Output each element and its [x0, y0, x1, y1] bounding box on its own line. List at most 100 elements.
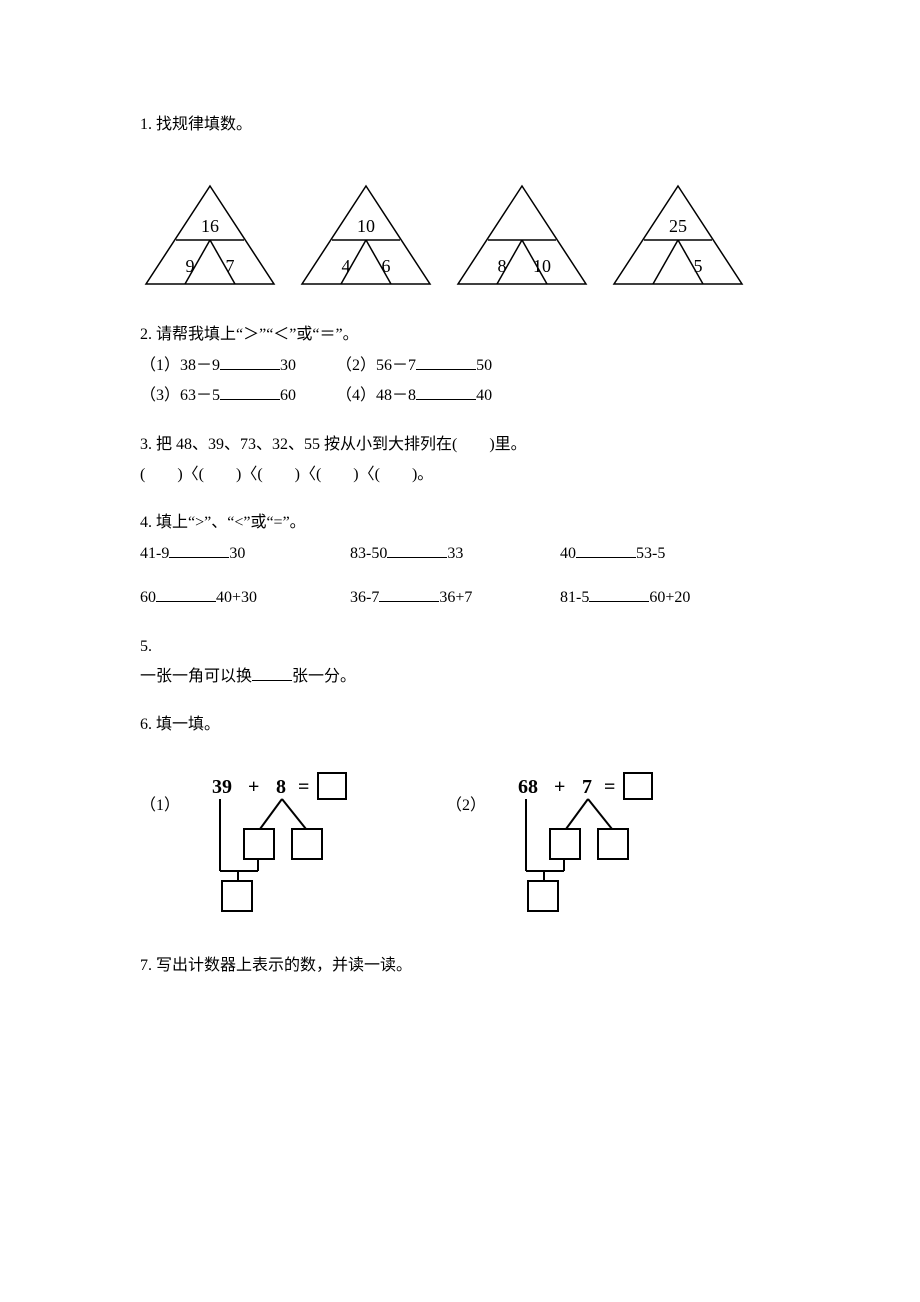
t2-right: 6 — [382, 256, 391, 276]
q5-line: 一张一角可以换 张一分。 — [140, 662, 780, 692]
q4-r2c1-blank[interactable] — [156, 585, 216, 602]
q6-2-ansbox[interactable] — [624, 773, 652, 799]
q4-r1c1: 41-9 30 — [140, 539, 350, 569]
q5-blank[interactable] — [252, 664, 292, 681]
q2-4-blank[interactable] — [416, 383, 476, 400]
triangle-2: 10 4 6 — [296, 180, 436, 290]
q2-1-idx: （1） — [140, 357, 180, 374]
q2-3-rhs: 60 — [280, 387, 296, 404]
t4-top: 25 — [669, 216, 687, 236]
q6-2-diagram: 68 + 7 = — [492, 771, 682, 921]
q6-1-a: 39 — [212, 776, 232, 798]
t2-top: 10 — [357, 216, 375, 236]
q2-2-blank[interactable] — [416, 353, 476, 370]
q2-1-blank[interactable] — [220, 353, 280, 370]
q6-2-box-left[interactable] — [550, 829, 580, 859]
q2-1-lhs: 38－9 — [180, 357, 220, 374]
q4-r2c3-blank[interactable] — [589, 585, 649, 602]
q6-1-ansbox[interactable] — [318, 773, 346, 799]
q5: 5. 一张一角可以换 张一分。 — [140, 632, 780, 693]
q2-4-lhs: 48－8 — [376, 387, 416, 404]
t3-right: 10 — [533, 256, 551, 276]
q2-item-3: （3）63－560 — [140, 381, 296, 411]
q6: 6. 填一填。 （1） 39 + 8 = — [140, 710, 780, 920]
t3-left: 8 — [498, 256, 507, 276]
q2-3-blank[interactable] — [220, 383, 280, 400]
q4-r1c2-blank[interactable] — [387, 541, 447, 558]
q2-1-rhs: 30 — [280, 357, 296, 374]
t1-left: 9 — [186, 256, 195, 276]
q6-1-op: + — [248, 776, 259, 798]
q2-item-2: （2）56－750 — [336, 351, 492, 381]
q6-2-a: 68 — [518, 776, 538, 798]
worksheet-page: 1. 找规律填数。 16 9 7 — [0, 0, 920, 1079]
q4-r1c2-rhs: 33 — [447, 545, 463, 562]
q6-1-diagram: 39 + 8 = — [186, 771, 376, 921]
triangle-4: 25 5 — [608, 180, 748, 290]
q2-item-1: （1）38－9 30 — [140, 351, 296, 381]
q6-2-idx: （2） — [446, 791, 486, 821]
q4-r2c2-lhs: 36-7 — [350, 589, 379, 606]
q6-2-op: + — [554, 776, 565, 798]
q4-r2c3-rhs: 60+20 — [649, 589, 690, 606]
q7: 7. 写出计数器上表示的数，并读一读。 — [140, 951, 780, 981]
q4-r2c3-lhs: 81-5 — [560, 589, 589, 606]
t2-left: 4 — [342, 256, 351, 276]
q4-r1c3-lhs: 40 — [560, 545, 576, 562]
q6-item-1: （1） 39 + 8 = — [140, 771, 376, 921]
q2-row1: （1）38－930 （2）56－750 — [140, 351, 780, 381]
q6-2-box-bottom[interactable] — [528, 881, 558, 911]
q7-title: 7. 写出计数器上表示的数，并读一读。 — [140, 951, 780, 981]
t1-right: 7 — [226, 256, 235, 276]
q2-4-rhs: 40 — [476, 387, 492, 404]
q4-r2c3: 81-5 60+20 — [560, 583, 770, 613]
q6-2-b: 7 — [582, 776, 592, 798]
q5-text-b: 张一分。 — [292, 668, 356, 685]
q4-r1c1-lhs: 41-9 — [140, 545, 169, 562]
q4-r2c2-blank[interactable] — [379, 585, 439, 602]
q4-r2c1: 60 40+30 — [140, 583, 350, 613]
q4-r1c1-rhs: 30 — [229, 545, 245, 562]
q6-row: （1） 39 + 8 = — [140, 771, 780, 921]
q2-2-rhs: 50 — [476, 357, 492, 374]
q1-triangles: 16 9 7 10 4 6 — [140, 180, 780, 290]
q6-title: 6. 填一填。 — [140, 710, 780, 740]
q3: 3. 把 48、39、73、32、55 按从小到大排列在( )里。 ( )〈( … — [140, 430, 780, 491]
triangle-1: 16 9 7 — [140, 180, 280, 290]
q4-r1c3-rhs: 53-5 — [636, 545, 665, 562]
q2-4-idx: （4） — [336, 387, 376, 404]
q3-line: ( )〈( )〈( )〈( )〈( )。 — [140, 460, 780, 490]
q2-item-4: （4）48－8 40 — [336, 381, 492, 411]
t4-right: 5 — [694, 256, 703, 276]
q4-r2c2-rhs: 36+7 — [439, 589, 472, 606]
q6-1-b: 8 — [276, 776, 286, 798]
t1-top: 16 — [201, 216, 219, 236]
q6-2-box-right[interactable] — [598, 829, 628, 859]
q2: 2. 请帮我填上“＞”“＜”或“＝”。 （1）38－930 （2）56－750 … — [140, 320, 780, 411]
q4-r1c3-blank[interactable] — [576, 541, 636, 558]
q4-title: 4. 填上“>”、“<”或“=”。 — [140, 508, 780, 538]
q2-row2: （3）63－560 （4）48－8 40 — [140, 381, 780, 411]
q1-title: 1. 找规律填数。 — [140, 110, 780, 140]
q6-1-idx: （1） — [140, 791, 180, 821]
q4: 4. 填上“>”、“<”或“=”。 41-930 83-5033 4053-5 … — [140, 508, 780, 613]
q5-text-a: 一张一角可以换 — [140, 668, 252, 685]
triangle-3: 8 10 — [452, 180, 592, 290]
q4-row1: 41-9 30 83-50 33 40 53-5 — [140, 539, 780, 569]
q4-r1c1-blank[interactable] — [169, 541, 229, 558]
q5-idx: 5. — [140, 632, 780, 662]
q2-3-idx: （3） — [140, 387, 180, 404]
q4-r1c3: 40 53-5 — [560, 539, 770, 569]
q6-1-box-right[interactable] — [292, 829, 322, 859]
q6-1-box-bottom[interactable] — [222, 881, 252, 911]
q6-1-box-left[interactable] — [244, 829, 274, 859]
q6-1-eq: = — [298, 776, 309, 798]
q4-r1c2-lhs: 83-50 — [350, 545, 387, 562]
q4-r2c1-lhs: 60 — [140, 589, 156, 606]
q1: 1. 找规律填数。 16 9 7 — [140, 110, 780, 290]
q2-title: 2. 请帮我填上“＞”“＜”或“＝”。 — [140, 320, 780, 350]
q4-r2c1-rhs: 40+30 — [216, 589, 257, 606]
q4-row2: 60 40+30 36-7 36+7 81-5 60+20 — [140, 583, 780, 613]
q2-2-lhs: 56－7 — [376, 357, 416, 374]
q4-r2c2: 36-7 36+7 — [350, 583, 560, 613]
